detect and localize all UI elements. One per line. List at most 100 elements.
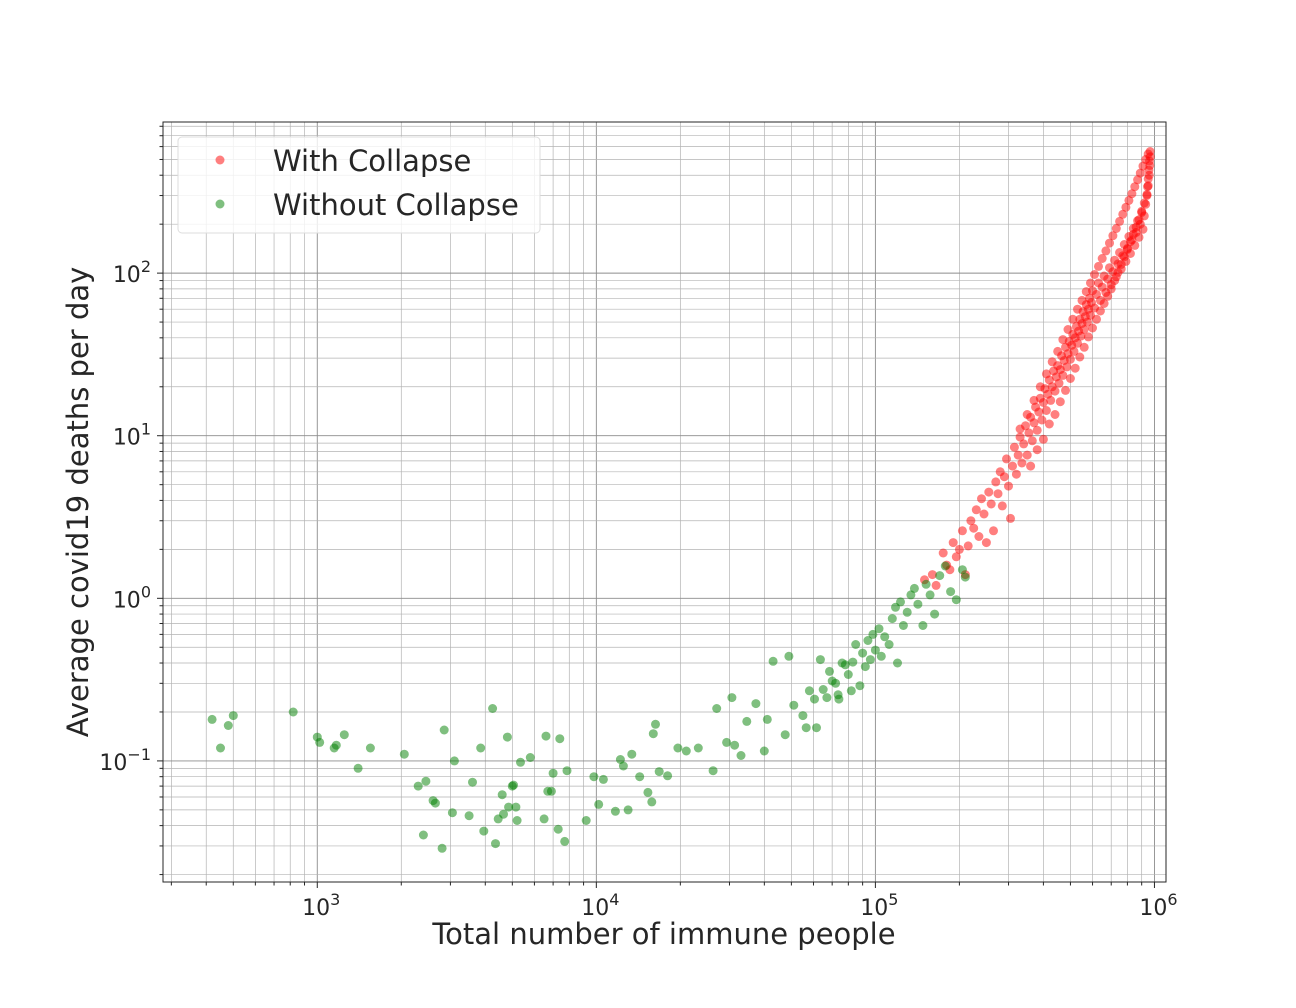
data-point <box>1143 149 1153 159</box>
data-point <box>1047 357 1057 367</box>
data-point <box>1044 419 1054 429</box>
data-point <box>1058 335 1068 345</box>
data-point <box>935 571 945 581</box>
data-point <box>643 787 653 797</box>
data-point <box>1073 338 1082 348</box>
data-point <box>1022 410 1032 419</box>
data-point <box>1115 216 1125 226</box>
data-point <box>413 781 423 791</box>
data-point <box>815 655 825 665</box>
data-point <box>818 685 828 694</box>
x-tick-label: 105 <box>860 890 898 921</box>
data-point <box>1053 346 1063 356</box>
data-point <box>648 729 658 739</box>
data-point <box>353 763 363 773</box>
data-point <box>843 670 853 679</box>
data-point <box>627 749 637 759</box>
tick-labels: 103 104 105 106 10−1 100 101 102 <box>99 257 1177 921</box>
data-point <box>1103 291 1113 301</box>
data-point <box>1050 386 1060 396</box>
data-point <box>858 648 868 658</box>
data-point <box>759 746 769 756</box>
data-point <box>1101 246 1111 256</box>
data-point <box>887 614 897 624</box>
data-point <box>539 814 549 824</box>
data-point <box>594 799 604 809</box>
data-point <box>851 640 861 649</box>
data-point <box>1029 395 1039 405</box>
data-point <box>1050 410 1060 419</box>
data-point <box>1124 195 1134 205</box>
data-point <box>1017 458 1027 468</box>
data-point <box>1128 229 1138 239</box>
data-point <box>855 681 865 691</box>
data-point <box>1079 325 1089 334</box>
data-point <box>993 489 1003 499</box>
data-point <box>789 700 799 710</box>
data-point <box>780 730 790 740</box>
data-point <box>863 636 873 645</box>
data-point <box>1119 252 1129 262</box>
data-point <box>497 790 507 800</box>
data-point <box>1041 369 1051 379</box>
data-point <box>893 658 902 668</box>
data-point <box>399 749 409 759</box>
data-point <box>1079 342 1089 352</box>
data-point <box>712 704 722 713</box>
data-point <box>730 740 740 750</box>
data-point <box>1041 406 1051 415</box>
data-point <box>1069 346 1079 356</box>
data-point <box>1054 378 1064 388</box>
data-point <box>491 839 500 849</box>
data-point <box>1006 513 1015 523</box>
data-point <box>1034 407 1044 417</box>
data-point <box>1137 206 1147 216</box>
data-point <box>954 544 964 554</box>
data-point <box>1106 284 1116 294</box>
data-point <box>951 595 961 605</box>
data-point <box>581 816 591 825</box>
data-point <box>509 780 518 790</box>
data-point <box>1038 398 1048 407</box>
data-point <box>1065 374 1075 383</box>
data-point <box>479 826 489 836</box>
y-tick-label: 10−1 <box>99 745 151 776</box>
data-point <box>1038 434 1048 444</box>
data-point <box>1122 244 1132 254</box>
data-point <box>1063 325 1073 334</box>
data-point <box>963 541 973 551</box>
data-point <box>1024 428 1034 438</box>
data-point <box>681 746 691 756</box>
data-point <box>555 734 565 744</box>
data-point <box>1110 276 1120 286</box>
data-point <box>288 707 298 717</box>
data-point <box>623 805 633 815</box>
data-point <box>957 526 967 536</box>
data-point <box>880 632 890 642</box>
data-point <box>927 570 937 580</box>
data-point <box>1099 299 1109 308</box>
data-point <box>1083 332 1093 342</box>
data-point <box>476 743 486 753</box>
data-point <box>951 552 961 562</box>
data-point <box>834 694 844 704</box>
data-point <box>464 811 474 821</box>
grid-lines <box>163 122 1166 882</box>
data-point <box>562 766 572 776</box>
data-point <box>708 766 718 776</box>
data-point <box>365 743 375 753</box>
data-point <box>989 526 998 536</box>
data-point <box>1108 231 1118 241</box>
data-point <box>610 806 620 816</box>
data-point <box>216 743 225 753</box>
data-point <box>798 711 808 721</box>
data-point <box>1073 304 1082 314</box>
data-point <box>1134 215 1144 225</box>
data-point <box>439 725 449 735</box>
data-point <box>1125 237 1135 247</box>
data-point <box>488 704 498 713</box>
data-point <box>999 472 1009 482</box>
data-point <box>1037 415 1047 425</box>
data-point <box>693 743 703 753</box>
data-point <box>1015 424 1025 434</box>
